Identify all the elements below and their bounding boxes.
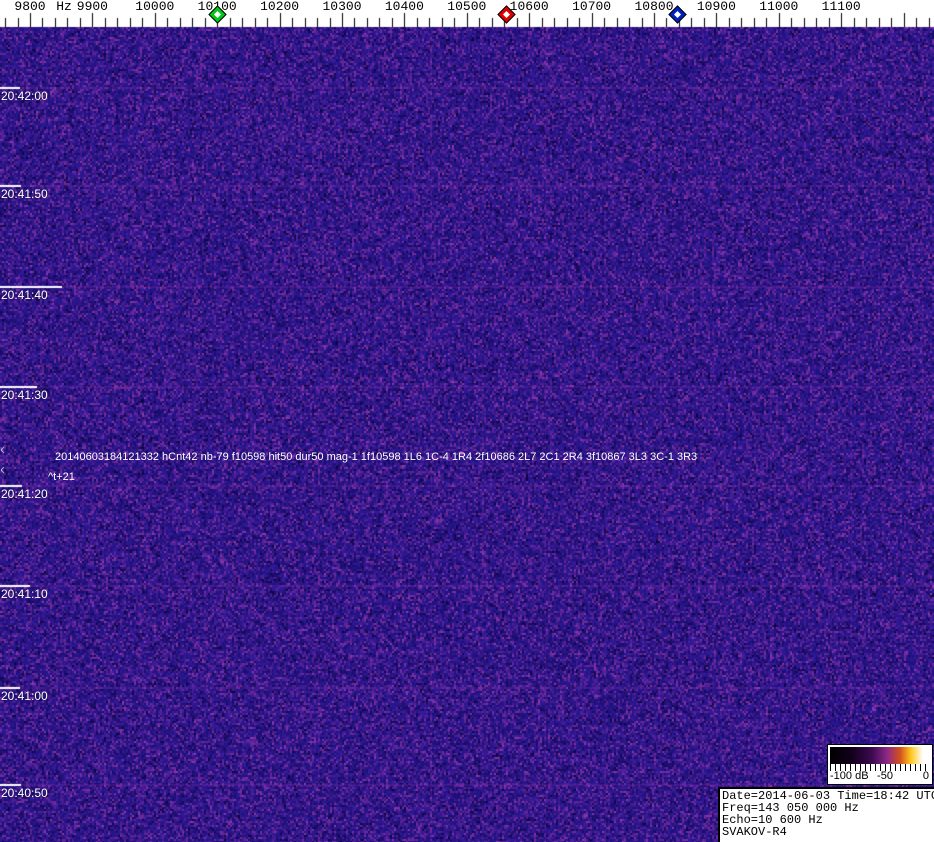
time-label: 20:40:50 bbox=[1, 786, 48, 800]
db-scale-ticks bbox=[830, 764, 930, 771]
time-label: 20:41:10 bbox=[1, 587, 48, 601]
freq-unit-label: Hz bbox=[56, 0, 72, 14]
time-label: 20:41:40 bbox=[1, 288, 48, 302]
freq-label: 10300 bbox=[322, 0, 362, 14]
info-date-time: Date=2014-06-03 Time=18:42 UTC bbox=[722, 789, 934, 803]
info-echo: Echo=10 600 Hz bbox=[722, 813, 823, 827]
freq-label: 9900 bbox=[76, 0, 108, 14]
time-label: 20:41:00 bbox=[1, 689, 48, 703]
freq-label: 10000 bbox=[135, 0, 175, 14]
freq-label: 10400 bbox=[384, 0, 424, 14]
db-label-max: 0 bbox=[922, 770, 929, 782]
freq-label: 10600 bbox=[509, 0, 549, 14]
time-label: 20:41:20 bbox=[1, 487, 48, 501]
info-station-id: SVAKOV-R4 bbox=[722, 825, 787, 839]
freq-label: 10800 bbox=[634, 0, 674, 14]
db-label-mid: -50 bbox=[877, 770, 893, 782]
freq-label: 10200 bbox=[260, 0, 300, 14]
detection-annotation: 20140603184121332 hCnt42 nb-79 f10598 hi… bbox=[55, 451, 698, 463]
freq-label: 10700 bbox=[572, 0, 612, 14]
time-label: 20:42:00 bbox=[1, 89, 48, 103]
freq-label: 10900 bbox=[696, 0, 736, 14]
time-label: 20:41:50 bbox=[1, 187, 48, 201]
freq-label: 10500 bbox=[447, 0, 487, 14]
info-frequency: Freq=143 050 000 Hz bbox=[722, 801, 859, 815]
time-label: 20:41:30 bbox=[1, 388, 48, 402]
db-scale-labels: -100 dB -50 0 bbox=[828, 771, 932, 783]
db-label-min: -100 dB bbox=[830, 770, 869, 782]
annotation-time-offset: ^t+21 bbox=[48, 471, 75, 483]
freq-label: 11100 bbox=[821, 0, 861, 14]
db-scale-legend: -100 dB -50 0 bbox=[827, 744, 933, 785]
station-info-box: Date=2014-06-03 Time=18:42 UTC Freq=143 … bbox=[718, 787, 934, 842]
freq-label: 9800 bbox=[14, 0, 46, 14]
freq-label: 11000 bbox=[759, 0, 799, 14]
color-gradient-bar bbox=[830, 747, 930, 764]
